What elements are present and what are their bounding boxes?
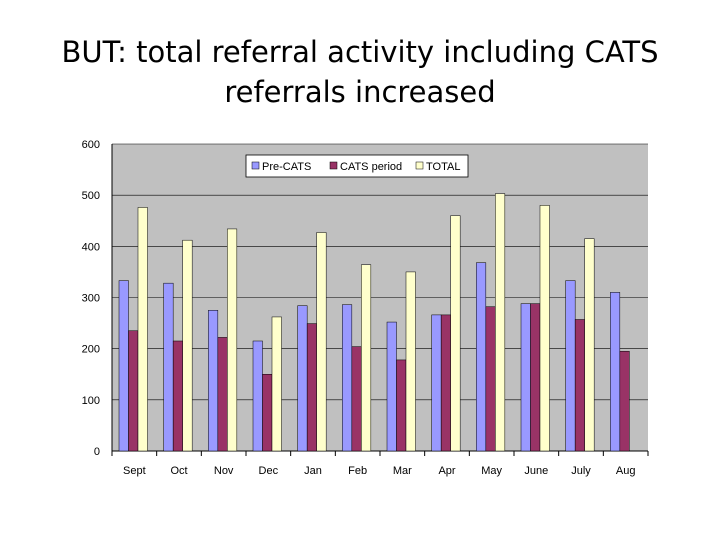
bar-cats-period-feb — [351, 346, 362, 452]
bar-total-jan — [316, 232, 327, 452]
y-tick-label: 500 — [82, 190, 100, 202]
legend-label: TOTAL — [426, 161, 460, 173]
slide-title-line-1: BUT: total referral activity including C… — [61, 35, 659, 69]
legend-label: Pre-CATS — [262, 161, 311, 173]
x-tick-label: Mar — [393, 465, 412, 477]
bar-pre-cats-apr — [431, 314, 442, 452]
bar-pre-cats-mar — [386, 321, 397, 452]
x-tick-label: May — [481, 465, 502, 477]
bar-total-dec — [271, 316, 282, 452]
bar-cats-period-nov — [217, 337, 228, 452]
bar-cats-period-may — [485, 306, 496, 452]
x-tick-label: June — [524, 465, 548, 477]
y-tick-label: 600 — [82, 139, 100, 151]
bar-pre-cats-aug — [610, 292, 621, 452]
x-tick-label: Aug — [616, 465, 636, 477]
x-tick-label: Sept — [123, 465, 146, 477]
x-tick-label: July — [571, 465, 591, 477]
slide-title-line-2: referrals increased — [224, 75, 496, 109]
bar-total-nov — [227, 228, 238, 452]
bar-total-sept — [137, 207, 148, 452]
bar-cats-period-apr — [440, 314, 451, 452]
legend-swatch — [251, 161, 260, 170]
x-tick-label: Jan — [304, 465, 322, 477]
bar-pre-cats-oct — [163, 282, 174, 452]
x-tick-label: Dec — [259, 465, 279, 477]
bar-total-july — [584, 238, 595, 452]
bar-pre-cats-july — [565, 280, 576, 452]
bar-pre-cats-may — [476, 262, 487, 452]
x-tick-label: Nov — [214, 465, 234, 477]
bar-cats-period-oct — [172, 340, 183, 452]
legend-label: CATS period — [340, 161, 402, 173]
bar-pre-cats-sept — [118, 280, 129, 452]
legend — [245, 154, 469, 178]
bar-pre-cats-jan — [297, 305, 308, 452]
bar-cats-period-sept — [128, 330, 139, 452]
x-tick-label: Feb — [348, 465, 367, 477]
bar-cats-period-june — [530, 303, 541, 452]
bar-pre-cats-dec — [252, 340, 263, 452]
legend-swatch — [329, 161, 338, 170]
slide-title: BUT: total referral activity including C… — [60, 32, 660, 112]
bar-total-apr — [450, 215, 461, 452]
y-tick-label: 300 — [82, 293, 100, 305]
y-tick-label: 400 — [82, 241, 100, 253]
bar-pre-cats-june — [520, 303, 531, 452]
bar-cats-period-aug — [619, 350, 630, 452]
bar-cats-period-july — [574, 319, 585, 452]
legend-swatch — [415, 161, 424, 170]
bar-total-june — [539, 205, 550, 452]
y-tick-label: 0 — [94, 446, 100, 458]
bar-cats-period-mar — [396, 359, 407, 452]
x-tick-label: Oct — [170, 465, 187, 477]
y-tick-label: 200 — [82, 344, 100, 356]
bar-total-may — [495, 193, 506, 452]
bar-total-oct — [182, 239, 193, 452]
bar-cats-period-dec — [262, 374, 273, 452]
bar-pre-cats-feb — [342, 304, 353, 452]
bar-pre-cats-nov — [208, 310, 219, 452]
y-tick-label: 100 — [82, 395, 100, 407]
bar-total-mar — [405, 271, 416, 452]
bar-cats-period-jan — [306, 323, 317, 452]
x-tick-label: Apr — [438, 465, 455, 477]
bar-total-feb — [361, 264, 372, 452]
